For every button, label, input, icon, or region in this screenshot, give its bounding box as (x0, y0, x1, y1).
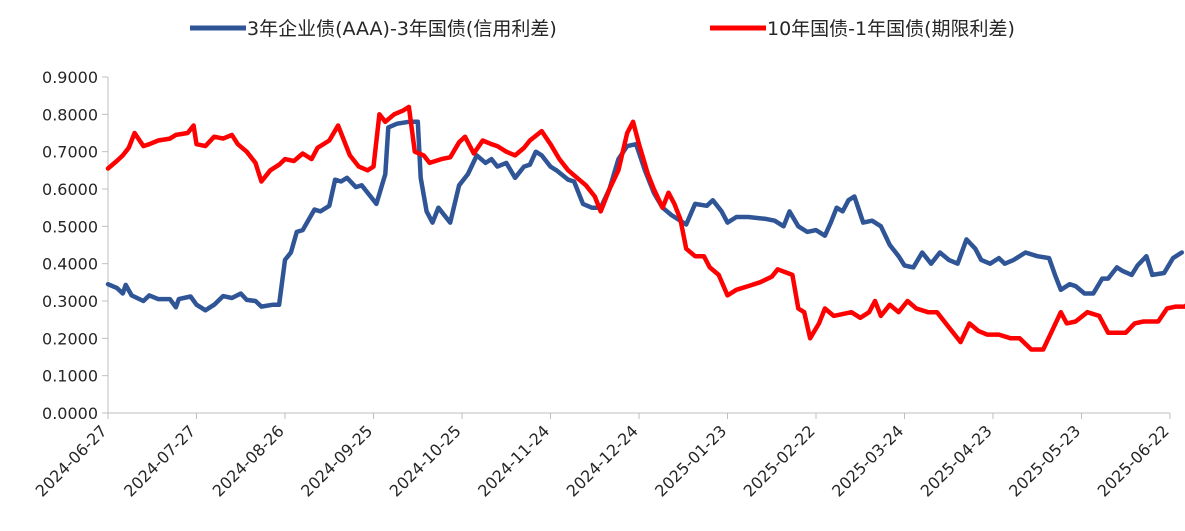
series-line-term-spread (105, 104, 1185, 352)
x-tick-label: 2025-06-22 (1094, 421, 1173, 500)
y-tick-label: 0.2000 (42, 329, 98, 348)
legend-item-credit-spread: 3年企业债(AAA)-3年国债(信用利差) (190, 18, 557, 40)
x-tick-label: 2024-12-24 (563, 421, 642, 500)
y-tick-label: 0.0000 (42, 404, 98, 423)
x-tick-label: 2024-10-25 (386, 421, 465, 500)
y-tick-label: 0.9000 (42, 68, 98, 87)
x-tick-label: 2024-09-25 (297, 421, 376, 500)
x-tick-label: 2024-08-26 (209, 421, 288, 500)
x-tick-label: 2024-06-27 (32, 421, 111, 500)
legend-item-term-spread: 10年国债-1年国债(期限利差) (710, 18, 1015, 40)
x-tick-label: 2024-11-24 (474, 421, 553, 500)
legend-label-term-spread: 10年国债-1年国债(期限利差) (767, 18, 1015, 40)
y-tick-label: 0.4000 (42, 255, 98, 274)
x-axis: 2024-06-27 2024-07-27 2024-08-26 2024-09-25… (32, 412, 1173, 501)
y-tick-label: 0.1000 (42, 367, 98, 386)
y-tick-label: 0.6000 (42, 180, 98, 199)
y-tick-label: 0.7000 (42, 143, 98, 162)
y-tick-label: 0.8000 (42, 105, 98, 124)
series-line-credit-spread (105, 119, 1185, 313)
y-tick-label: 0.3000 (42, 292, 98, 311)
x-tick-label: 2025-01-23 (651, 421, 730, 500)
y-axis: 0.0000 0.1000 0.2000 0.3000 0.4000 0.5000 0.60… (42, 68, 109, 423)
legend: 3年企业债(AAA)-3年国债(信用利差) 10年国债-1年国债(期限利差) (190, 18, 1015, 40)
x-tick-label: 2025-05-23 (1005, 421, 1084, 500)
x-tick-label: 2025-02-22 (740, 421, 819, 500)
y-tick-label: 0.5000 (42, 217, 98, 236)
x-tick-label: 2025-03-24 (828, 421, 907, 500)
legend-label-credit-spread: 3年企业债(AAA)-3年国债(信用利差) (247, 18, 557, 40)
x-tick-label: 2025-04-23 (917, 421, 996, 500)
x-tick-label: 2024-07-27 (120, 421, 199, 500)
series-layer (105, 104, 1185, 352)
